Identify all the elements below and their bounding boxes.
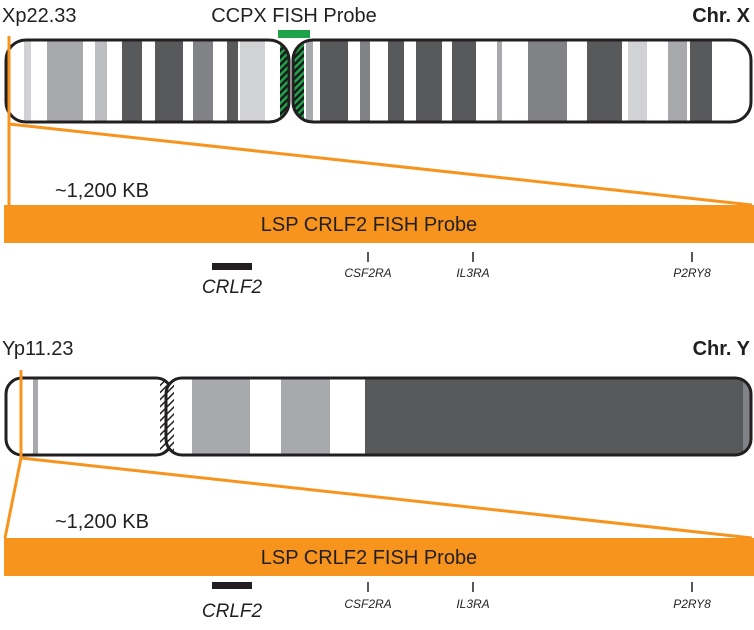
probe-name: LSP CRLF2 FISH Probe [261,214,477,236]
lsp-probe [4,538,754,576]
chromosome-arm [293,40,751,122]
ccpx-probe [278,30,310,38]
probe-name: LSP CRLF2 FISH Probe [261,547,477,569]
gene-label: CSF2RA [344,597,391,611]
chromosome-arm [166,378,751,455]
gene-label: CSF2RA [344,266,391,280]
gene-label: P2RY8 [673,266,711,280]
lsp-probe [4,205,754,243]
gene-label: IL3RA [456,266,489,280]
probe-label: CCPX FISH Probe [211,5,377,27]
gene-label: CRLF2 [202,277,263,298]
size-label: ~1,200 KB [55,180,149,202]
chromosome-arm [6,378,172,455]
band-label: Yp11.23 [2,338,74,360]
size-label: ~1,200 KB [55,511,149,533]
gene-label: CRLF2 [202,601,263,622]
gene-label: P2RY8 [673,597,711,611]
chromosome-arm [6,40,289,122]
band-label: Xp22.33 [2,5,77,27]
chromosome-label: Chr. X [692,5,750,27]
chromosome-label: Chr. Y [693,338,751,360]
gene-label: IL3RA [456,597,489,611]
